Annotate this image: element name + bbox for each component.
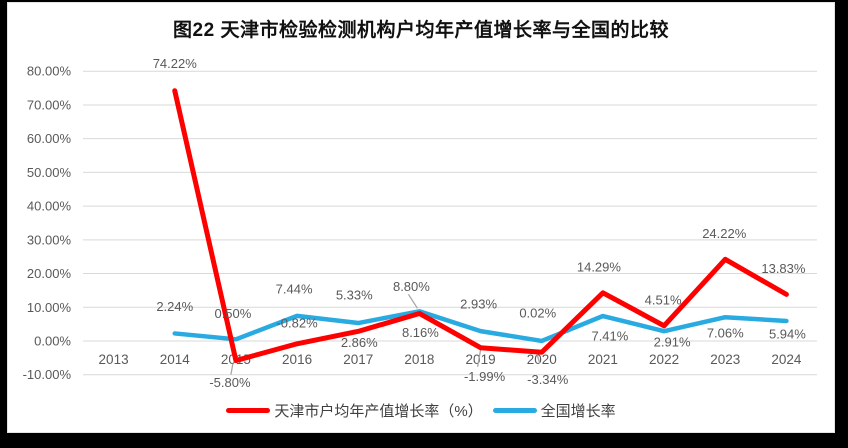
data-label: 2.91% xyxy=(654,335,691,350)
x-axis-category-label: 2020 xyxy=(527,352,557,367)
y-axis-tick-label: 0.00% xyxy=(34,334,71,349)
legend-item-tianjin: 天津市户均年产值增长率（%） xyxy=(226,400,483,421)
x-axis-category-label: 2021 xyxy=(588,352,618,367)
y-axis-tick-label: 10.00% xyxy=(27,300,72,315)
series-line xyxy=(172,88,789,364)
x-axis-category-label: 2019 xyxy=(466,352,496,367)
data-label: -3.34% xyxy=(527,372,569,387)
data-label: 8.80% xyxy=(393,279,430,294)
y-axis-tick-label: 30.00% xyxy=(27,232,72,247)
data-label: 7.44% xyxy=(276,281,313,296)
legend: 天津市户均年产值增长率（%） 全国增长率 xyxy=(8,400,834,420)
data-label: 5.94% xyxy=(769,326,806,341)
y-axis-tick-label: 70.00% xyxy=(27,97,72,112)
data-label: 7.06% xyxy=(707,326,744,341)
chart-canvas: 80.00% 70.00% 60.00% 50.00% 40.00% 30.00% 20.0… xyxy=(7,2,835,433)
data-label: 0.50% xyxy=(214,306,251,321)
data-label: -1.99% xyxy=(464,369,506,384)
data-label: 74.22% xyxy=(153,56,198,71)
plot-area: 80.00% 70.00% 60.00% 50.00% 40.00% 30.00% 20.0… xyxy=(23,56,817,390)
legend-label-national: 全国增长率 xyxy=(540,402,616,420)
x-axis-category-label: 2017 xyxy=(343,352,373,367)
data-label: 2.24% xyxy=(156,299,193,314)
data-label: -0.82% xyxy=(276,315,318,330)
data-label: 5.33% xyxy=(336,288,373,303)
y-axis-tick-label: 60.00% xyxy=(27,131,72,146)
y-axis-tick-label: 20.00% xyxy=(27,266,72,281)
y-axis-tick-label: 80.00% xyxy=(27,64,72,79)
chart-title: 图22 天津市检验检测机构户均年产值增长率与全国的比较 xyxy=(173,20,669,41)
x-axis-category-label: 2014 xyxy=(160,352,191,367)
series-line xyxy=(172,309,789,344)
data-label: 14.29% xyxy=(577,259,622,274)
x-axis-category-label: 2013 xyxy=(99,352,129,367)
data-label: 13.83% xyxy=(761,261,806,276)
y-axis-tick-label: 50.00% xyxy=(27,165,72,180)
data-label: 7.41% xyxy=(591,329,628,344)
y-axis-tick-label: -10.00% xyxy=(23,367,72,382)
data-label: 24.22% xyxy=(702,226,747,241)
label-leader-line xyxy=(407,293,418,309)
x-axis-category-label: 2022 xyxy=(649,352,679,367)
data-label: 2.93% xyxy=(460,297,497,312)
data-label: 8.16% xyxy=(402,325,439,340)
x-axis-category-label: 2023 xyxy=(710,352,740,367)
label-leader-line xyxy=(230,363,234,375)
label-leader-line xyxy=(476,349,482,367)
x-axis-category-label: 2018 xyxy=(404,352,434,367)
data-label: -5.80% xyxy=(209,375,251,390)
data-label: 2.86% xyxy=(341,335,378,350)
legend-swatch-tianjin xyxy=(226,407,271,413)
y-axis-tick-label: 40.00% xyxy=(27,199,72,214)
x-axis-category-label: 2016 xyxy=(282,352,312,367)
x-axis-category-label: 2024 xyxy=(771,352,802,367)
data-label: 0.02% xyxy=(519,305,556,320)
legend-item-national: 全国增长率 xyxy=(492,400,616,421)
legend-label-tianjin: 天津市户均年产值增长率（%） xyxy=(274,402,483,420)
legend-swatch-national xyxy=(492,407,537,413)
data-label: 4.51% xyxy=(645,292,682,307)
